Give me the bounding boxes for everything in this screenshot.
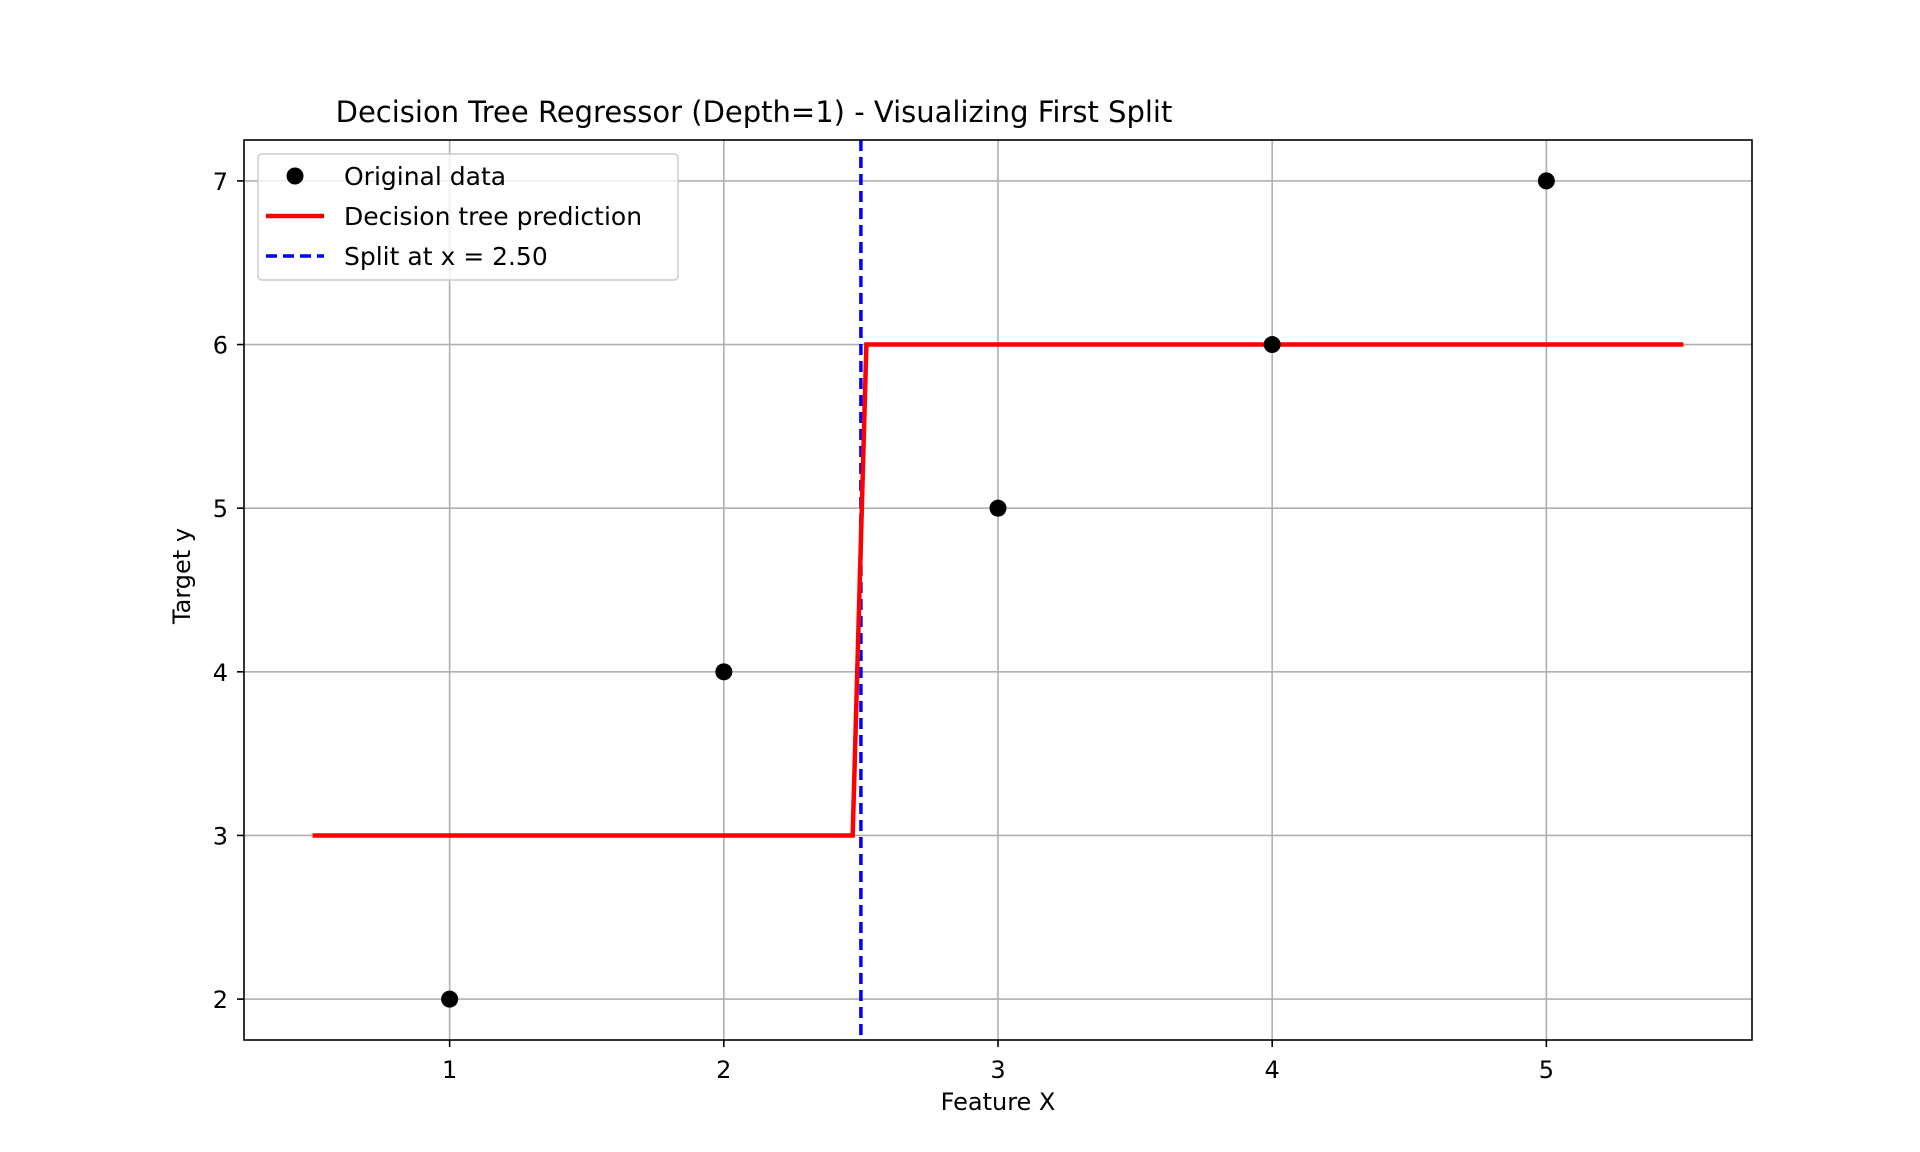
y-tick-label: 2 [213,986,228,1014]
data-point [715,663,733,681]
plot-series [312,140,1684,1040]
y-tick-label: 6 [213,332,228,360]
y-tick-label: 7 [213,168,228,196]
x-tick-label: 4 [1265,1056,1280,1084]
x-tick-label: 5 [1539,1056,1554,1084]
legend: Original data Decision tree prediction Spl… [257,153,679,281]
data-point [989,499,1007,517]
x-axis-label: Feature X [941,1088,1056,1116]
y-tick-label: 4 [213,659,228,687]
axis-ticks: 1 2 3 4 5 2 3 4 5 6 7 [213,168,1554,1084]
x-tick-label: 2 [716,1056,731,1084]
y-tick-label: 3 [213,822,228,850]
legend-marker-original-data [286,167,304,185]
data-point [1263,336,1281,354]
x-tick-label: 1 [442,1056,457,1084]
y-tick-label: 5 [213,495,228,523]
data-point [1537,172,1555,190]
legend-label: Original data [344,162,506,191]
chart-title: Decision Tree Regressor (Depth=1) - Visu… [336,95,1173,129]
y-axis-label: Target y [168,528,196,625]
legend-label: Decision tree prediction [344,202,642,231]
legend-box [257,153,679,281]
legend-label: Split at x = 2.50 [344,242,548,271]
x-tick-label: 3 [990,1056,1005,1084]
data-point [441,990,459,1008]
